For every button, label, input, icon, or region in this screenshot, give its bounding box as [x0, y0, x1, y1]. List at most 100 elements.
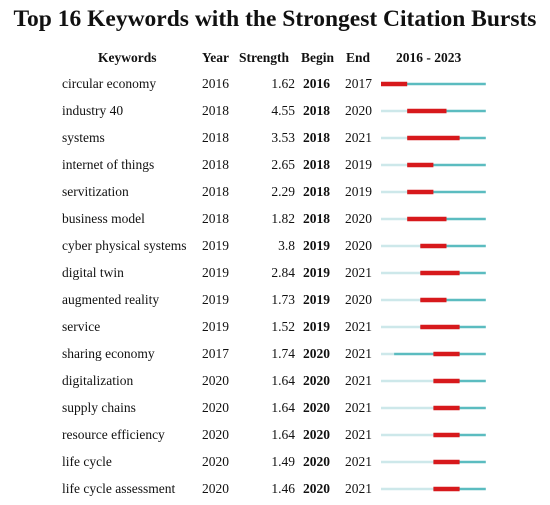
- row-end: 2020: [345, 103, 372, 118]
- row-keyword: sharing economy: [62, 346, 155, 361]
- timeline-inactive: [381, 109, 408, 113]
- burst-bar: [433, 351, 460, 357]
- timeline-inactive: [381, 379, 434, 383]
- row-end: 2021: [345, 427, 372, 442]
- row-strength: 1.62: [271, 76, 295, 91]
- burst-bar: [433, 459, 460, 465]
- timeline-active: [420, 244, 486, 248]
- row-year: 2018: [202, 130, 229, 145]
- row-strength: 1.64: [271, 427, 295, 442]
- burst-bar: [407, 162, 434, 168]
- row-begin: 2020: [303, 481, 330, 496]
- header-begin: Begin: [301, 50, 335, 65]
- row-begin: 2020: [303, 454, 330, 469]
- row-keyword: supply chains: [62, 400, 136, 415]
- row-strength: 1.73: [271, 292, 295, 307]
- row-end: 2020: [345, 238, 372, 253]
- burst-bar: [420, 270, 460, 276]
- row-strength: 1.64: [271, 373, 295, 388]
- row-strength: 3.8: [278, 238, 295, 253]
- row-begin: 2020: [303, 400, 330, 415]
- row-keyword: business model: [62, 211, 145, 226]
- burst-bar: [433, 405, 460, 411]
- row-strength: 2.29: [271, 184, 295, 199]
- timeline-inactive: [381, 298, 421, 302]
- row-keyword: life cycle: [62, 454, 112, 469]
- row-keyword: life cycle assessment: [62, 481, 176, 496]
- row-end: 2021: [345, 454, 372, 469]
- burst-bar: [407, 189, 434, 195]
- row-keyword: resource efficiency: [62, 427, 165, 442]
- row-begin: 2019: [303, 265, 330, 280]
- timeline-active: [381, 82, 486, 86]
- row-end: 2020: [345, 292, 372, 307]
- row-begin: 2018: [303, 130, 330, 145]
- row-year: 2020: [202, 481, 229, 496]
- row-end: 2021: [345, 400, 372, 415]
- row-begin: 2016: [303, 76, 330, 91]
- timeline-inactive: [381, 325, 421, 329]
- timeline-inactive: [381, 163, 408, 167]
- burst-bar: [381, 81, 408, 87]
- row-year: 2018: [202, 157, 229, 172]
- row-year: 2018: [202, 184, 229, 199]
- row-keyword: digitalization: [62, 373, 134, 388]
- row-year: 2016: [202, 76, 229, 91]
- row-strength: 1.52: [271, 319, 295, 334]
- row-begin: 2018: [303, 211, 330, 226]
- row-end: 2019: [345, 184, 372, 199]
- timeline-inactive: [381, 352, 395, 356]
- timeline-inactive: [381, 136, 408, 140]
- row-year: 2017: [202, 346, 229, 361]
- burst-bar: [407, 135, 460, 141]
- row-year: 2018: [202, 211, 229, 226]
- timeline-inactive: [381, 433, 434, 437]
- row-end: 2021: [345, 373, 372, 388]
- row-strength: 1.74: [271, 346, 295, 361]
- timeline-inactive: [381, 406, 434, 410]
- row-strength: 2.65: [271, 157, 295, 172]
- row-keyword: servitization: [62, 184, 129, 199]
- row-keyword: internet of things: [62, 157, 155, 172]
- timeline-inactive: [381, 271, 421, 275]
- row-year: 2019: [202, 265, 229, 280]
- row-year: 2020: [202, 427, 229, 442]
- header-year: Year: [202, 50, 229, 65]
- header-strength: Strength: [239, 50, 290, 65]
- row-keyword: cyber physical systems: [62, 238, 187, 253]
- burst-bar: [433, 432, 460, 438]
- burst-bar: [433, 378, 460, 384]
- row-strength: 3.53: [271, 130, 295, 145]
- row-strength: 4.55: [271, 103, 295, 118]
- row-end: 2021: [345, 130, 372, 145]
- header-end: End: [346, 50, 371, 65]
- row-keyword: circular economy: [62, 76, 157, 91]
- row-begin: 2018: [303, 103, 330, 118]
- row-end: 2019: [345, 157, 372, 172]
- row-begin: 2018: [303, 184, 330, 199]
- row-begin: 2019: [303, 292, 330, 307]
- burst-bar: [420, 243, 447, 249]
- row-year: 2020: [202, 454, 229, 469]
- row-strength: 1.46: [271, 481, 295, 496]
- row-end: 2020: [345, 211, 372, 226]
- timeline-active: [407, 190, 486, 194]
- row-end: 2021: [345, 481, 372, 496]
- row-year: 2019: [202, 319, 229, 334]
- row-strength: 2.84: [271, 265, 295, 280]
- timeline-active: [407, 163, 486, 167]
- row-end: 2021: [345, 346, 372, 361]
- burst-bar: [433, 486, 460, 492]
- row-keyword: industry 40: [62, 103, 124, 118]
- row-begin: 2020: [303, 346, 330, 361]
- row-strength: 1.64: [271, 400, 295, 415]
- row-end: 2021: [345, 319, 372, 334]
- chart-title: Top 16 Keywords with the Strongest Citat…: [13, 6, 537, 32]
- timeline-inactive: [381, 460, 434, 464]
- timeline-inactive: [381, 244, 421, 248]
- burst-bar: [407, 216, 447, 222]
- row-strength: 1.49: [271, 454, 295, 469]
- row-begin: 2019: [303, 238, 330, 253]
- row-strength: 1.82: [271, 211, 295, 226]
